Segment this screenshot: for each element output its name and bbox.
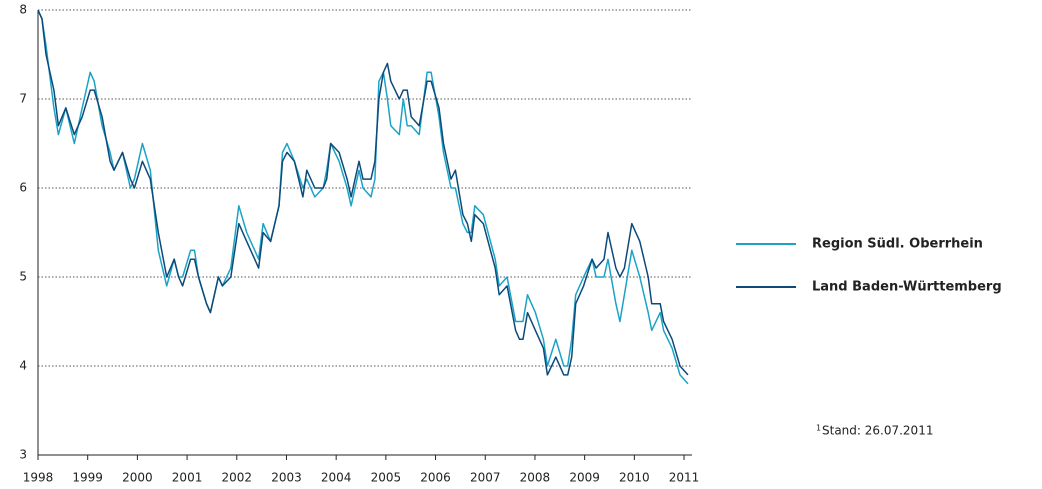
x-tick-label: 2005 — [371, 471, 402, 485]
y-tick-label: 5 — [19, 270, 27, 284]
x-tick-label: 2009 — [569, 471, 600, 485]
series-line — [37, 9, 689, 376]
x-tick-label: 1998 — [23, 471, 54, 485]
legend-label: Region Südl. Oberrhein — [812, 237, 983, 252]
y-tick-label: 4 — [19, 359, 27, 373]
y-tick-label: 3 — [19, 448, 27, 462]
x-tick-label: 2006 — [420, 471, 451, 485]
x-tick-label: 2010 — [619, 471, 650, 485]
footnote: Stand: 26.07.2011 — [822, 424, 933, 438]
series-line — [37, 9, 689, 385]
x-tick-label: 2001 — [172, 471, 203, 485]
x-tick-label: 2003 — [271, 471, 302, 485]
x-tick-label: 2007 — [470, 471, 501, 485]
x-tick-label: 2000 — [122, 471, 153, 485]
x-tick-label: 1999 — [72, 471, 103, 485]
x-tick-label: 2011 — [669, 471, 700, 485]
footnote-marker: 1 — [816, 424, 821, 433]
x-tick-label: 2002 — [222, 471, 253, 485]
y-tick-label: 6 — [19, 181, 27, 195]
x-tick-label: 2004 — [321, 471, 352, 485]
y-tick-label: 8 — [19, 3, 27, 17]
x-tick-label: 2008 — [520, 471, 551, 485]
y-tick-label: 7 — [19, 92, 27, 106]
legend-label: Land Baden-Württemberg — [812, 280, 1002, 295]
